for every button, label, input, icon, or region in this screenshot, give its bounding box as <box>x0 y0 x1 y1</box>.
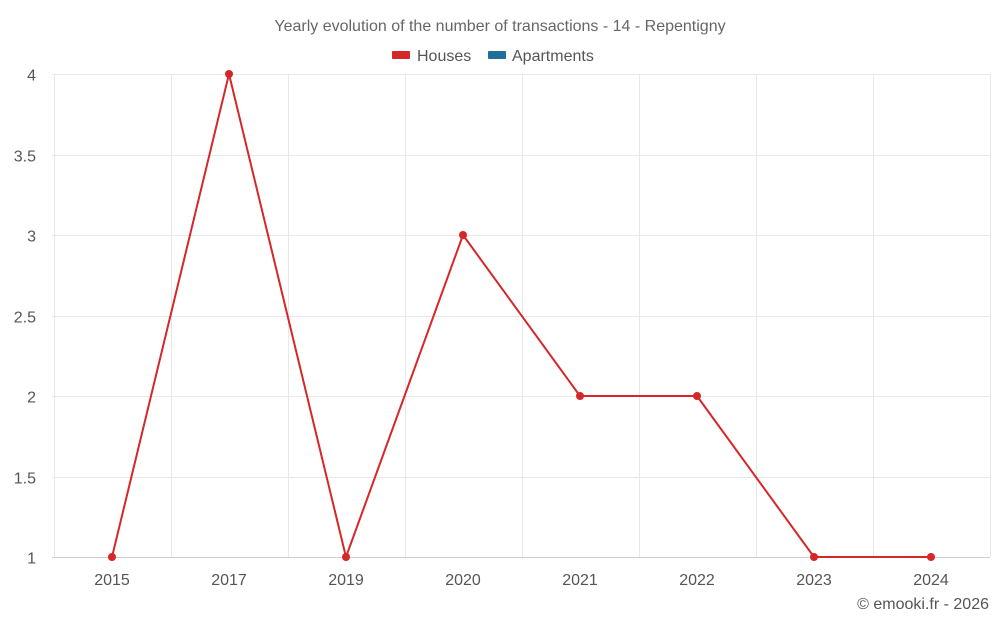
legend-label-apartments: Apartments <box>512 48 594 65</box>
y-tick-label: 1.5 <box>14 471 36 488</box>
y-tick-label: 3 <box>27 229 36 246</box>
series-houses <box>108 70 935 561</box>
data-point[interactable] <box>459 231 467 239</box>
legend-item-apartments[interactable]: Apartments <box>488 48 594 65</box>
y-axis-ticks: 1 1.5 2 2.5 3 3.5 4 <box>14 68 36 568</box>
legend-swatch-houses <box>392 51 410 59</box>
chart-title: Yearly evolution of the number of transa… <box>274 18 725 35</box>
data-point[interactable] <box>108 553 116 561</box>
legend-item-houses[interactable]: Houses <box>392 48 471 65</box>
data-point[interactable] <box>810 553 818 561</box>
x-tick-label: 2019 <box>328 572 364 589</box>
y-tick-label: 2.5 <box>14 310 36 327</box>
series-line-houses <box>111 73 931 558</box>
series <box>108 70 935 561</box>
y-tick-label: 1 <box>27 551 36 568</box>
legend-swatch-apartments <box>488 51 506 59</box>
legend: Houses Apartments <box>392 48 594 65</box>
x-tick-label: 2024 <box>913 572 949 589</box>
x-tick-label: 2020 <box>445 572 481 589</box>
y-tick-label: 4 <box>27 68 36 85</box>
x-tick-label: 2017 <box>211 572 247 589</box>
data-point[interactable] <box>225 70 233 78</box>
data-point[interactable] <box>342 553 350 561</box>
legend-label-houses: Houses <box>417 48 471 65</box>
y-tick-label: 3.5 <box>14 149 36 166</box>
data-point[interactable] <box>693 392 701 400</box>
credit-text[interactable]: © emooki.fr - 2026 <box>857 596 989 613</box>
x-tick-label: 2015 <box>94 572 130 589</box>
data-point[interactable] <box>576 392 584 400</box>
x-tick-label: 2022 <box>679 572 715 589</box>
data-point[interactable] <box>927 553 935 561</box>
x-tick-label: 2021 <box>562 572 598 589</box>
x-axis-ticks: 2015 2017 2019 2020 2021 2022 2023 2024 <box>94 572 949 589</box>
y-tick-label: 2 <box>27 390 36 407</box>
x-tick-label: 2023 <box>796 572 832 589</box>
